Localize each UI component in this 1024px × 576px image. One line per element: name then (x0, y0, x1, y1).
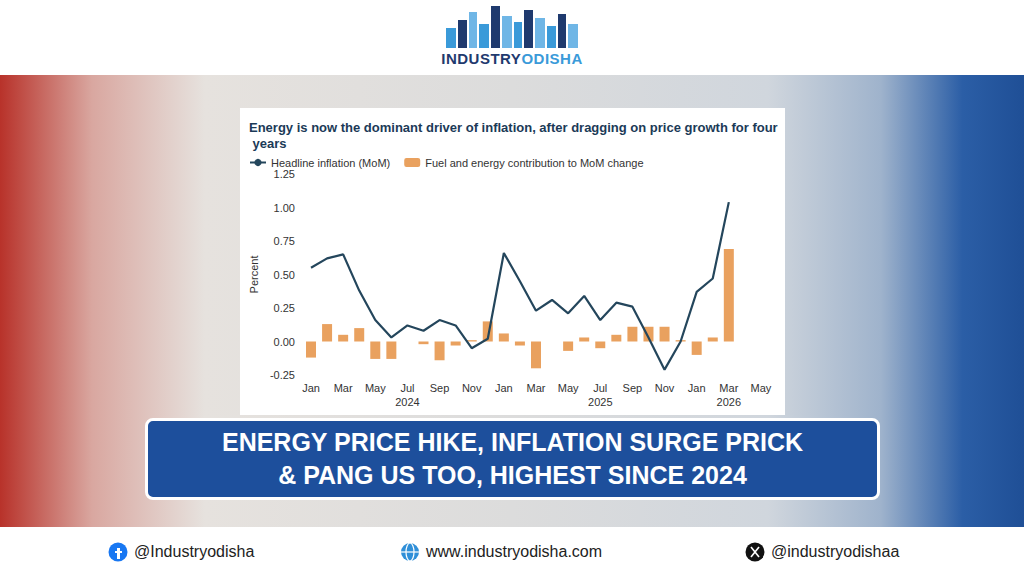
svg-text:0.00: 0.00 (274, 336, 295, 348)
svg-text:May: May (558, 382, 579, 394)
svg-text:Mar: Mar (334, 382, 353, 394)
svg-text:2024: 2024 (395, 396, 419, 408)
html-text:& PANG US TOO, HIGHEST SINCE 2: & PANG US TOO, HIGHEST SINCE 2024 (278, 461, 747, 489)
svg-text:Sep: Sep (623, 382, 643, 394)
svg-text:years: years (249, 136, 287, 151)
svg-text:Sep: Sep (430, 382, 450, 394)
svg-text:Jul: Jul (593, 382, 607, 394)
html-text:@industryodishaa: @industryodishaa (771, 543, 900, 560)
svg-text:Jan: Jan (688, 382, 706, 394)
html-text:www.industryodisha.com: www.industryodisha.com (426, 543, 603, 560)
svg-text:Nov: Nov (655, 382, 675, 394)
svg-text:0.75: 0.75 (274, 235, 295, 247)
svg-text:Nov: Nov (462, 382, 482, 394)
svg-text:Mar: Mar (719, 382, 738, 394)
svg-text:Jul: Jul (400, 382, 414, 394)
svg-text:0.50: 0.50 (274, 269, 295, 281)
svg-text:Percent: Percent (248, 256, 260, 294)
html-text:ENERGY PRICE HIKE, INFLATION S: ENERGY PRICE HIKE, INFLATION SURGE PRICK (222, 428, 803, 456)
svg-text:1.25: 1.25 (274, 168, 295, 180)
html-text:INDUSTRY ODISHA: INDUSTRY ODISHA (441, 50, 583, 67)
svg-text:0.25: 0.25 (274, 302, 295, 314)
svg-text:May: May (751, 382, 772, 394)
svg-text:Energy is now the dominant dri: Energy is now the dominant driver of inf… (249, 120, 778, 135)
svg-text:2025: 2025 (588, 396, 612, 408)
svg-text:Mar: Mar (527, 382, 546, 394)
svg-text:May: May (365, 382, 386, 394)
svg-text:-0.25: -0.25 (270, 369, 295, 381)
svg-text:2026: 2026 (717, 396, 741, 408)
svg-text:Headline inflation (MoM): Headline inflation (MoM) (271, 157, 390, 169)
svg-text:Jan: Jan (302, 382, 320, 394)
svg-text:1.00: 1.00 (274, 202, 295, 214)
svg-text:Jan: Jan (495, 382, 513, 394)
svg-text:Fuel and energy contribution t: Fuel and energy contribution to MoM chan… (425, 157, 643, 169)
html-text:@Industryodisha: @Industryodisha (134, 543, 255, 560)
